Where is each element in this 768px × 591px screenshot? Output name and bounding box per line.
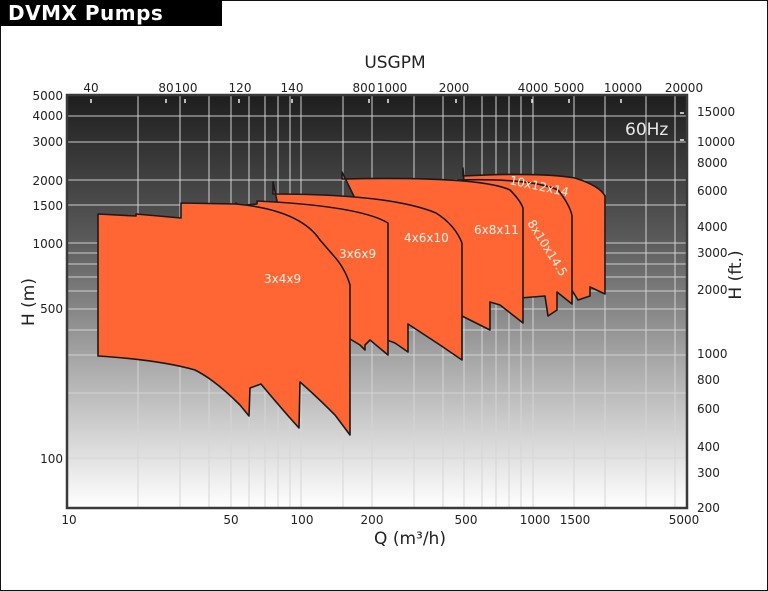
y-axis-title: H (m) xyxy=(19,278,39,326)
x2-axis-title: USGPM xyxy=(364,53,425,73)
frequency-label: 60Hz xyxy=(625,120,668,140)
svg-text:800: 800 xyxy=(353,81,376,95)
svg-text:4000: 4000 xyxy=(32,109,63,123)
svg-text:8000: 8000 xyxy=(697,156,728,170)
svg-text:100: 100 xyxy=(40,452,63,466)
svg-text:100: 100 xyxy=(291,513,314,527)
label-6x8x11: 6x8x11 xyxy=(474,223,519,237)
x-tick-labels: 10 50 100 200 500 1000 1500 5000 xyxy=(61,513,699,527)
svg-text:50: 50 xyxy=(223,513,238,527)
svg-text:120: 120 xyxy=(229,81,252,95)
x2-tick-labels: 40 80 100 120 140 800 1000 2000 4000 500… xyxy=(83,81,703,95)
svg-text:3000: 3000 xyxy=(32,135,63,149)
svg-text:400: 400 xyxy=(697,440,720,454)
svg-text:80: 80 xyxy=(158,81,173,95)
svg-text:140: 140 xyxy=(281,81,304,95)
svg-text:600: 600 xyxy=(697,402,720,416)
svg-text:500: 500 xyxy=(40,302,63,316)
svg-text:4000: 4000 xyxy=(697,220,728,234)
label-3x6x9: 3x6x9 xyxy=(339,247,376,261)
svg-text:6000: 6000 xyxy=(697,184,728,198)
svg-text:2000: 2000 xyxy=(32,174,63,188)
svg-text:1500: 1500 xyxy=(32,199,63,213)
x-axis-title: Q (m³/h) xyxy=(374,529,446,549)
y2-tick-labels: 15000 10000 8000 6000 4000 3000 2000 100… xyxy=(697,105,735,515)
svg-text:1000: 1000 xyxy=(32,237,63,251)
curve-3x4x9 xyxy=(97,202,351,436)
svg-text:200: 200 xyxy=(361,513,384,527)
svg-text:5000: 5000 xyxy=(669,513,700,527)
y2-axis-title: H (ft.) xyxy=(726,250,746,299)
svg-text:10: 10 xyxy=(61,513,76,527)
pump-curves xyxy=(97,167,606,436)
edge-ticks xyxy=(90,99,684,141)
svg-text:5000: 5000 xyxy=(32,89,63,103)
svg-text:2000: 2000 xyxy=(697,283,728,297)
svg-text:300: 300 xyxy=(697,466,720,480)
y-tick-labels: 5000 4000 3000 2000 1500 1000 500 100 xyxy=(32,89,63,466)
brand-title: DVMX Pumps xyxy=(0,0,222,26)
svg-text:10000: 10000 xyxy=(604,81,642,95)
plot-border xyxy=(65,93,689,510)
label-4x6x10: 4x6x10 xyxy=(404,231,449,245)
svg-text:3000: 3000 xyxy=(697,246,728,260)
label-3x4x9: 3x4x9 xyxy=(264,272,301,286)
svg-text:1000: 1000 xyxy=(520,513,551,527)
svg-text:20000: 20000 xyxy=(665,81,703,95)
svg-text:2000: 2000 xyxy=(439,81,470,95)
svg-text:1000: 1000 xyxy=(377,81,408,95)
svg-text:5000: 5000 xyxy=(554,81,585,95)
svg-text:500: 500 xyxy=(455,513,478,527)
svg-text:800: 800 xyxy=(697,373,720,387)
svg-text:10000: 10000 xyxy=(697,135,735,149)
svg-text:200: 200 xyxy=(697,501,720,515)
svg-text:1000: 1000 xyxy=(697,347,728,361)
svg-text:1500: 1500 xyxy=(560,513,591,527)
svg-text:15000: 15000 xyxy=(697,105,735,119)
svg-text:40: 40 xyxy=(83,81,98,95)
svg-text:100: 100 xyxy=(175,81,198,95)
svg-text:4000: 4000 xyxy=(518,81,549,95)
